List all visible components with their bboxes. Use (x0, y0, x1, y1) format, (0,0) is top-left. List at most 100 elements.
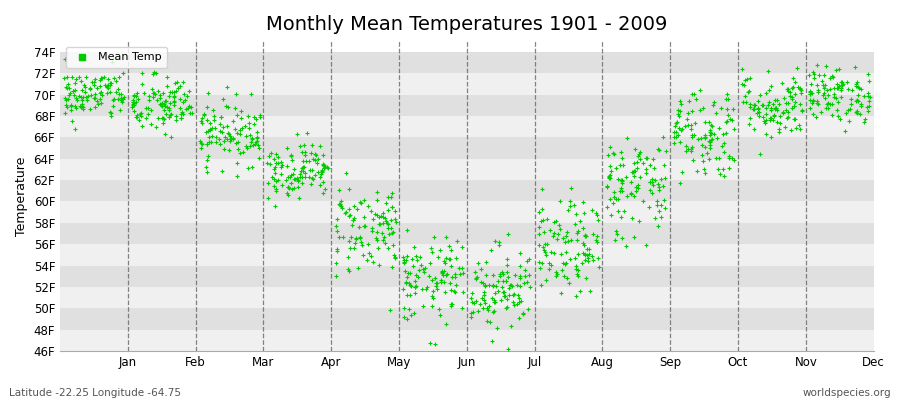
Point (397, 259, 411, 265)
Point (158, 102, 172, 109)
Point (423, 339, 437, 346)
Point (789, 65, 804, 71)
Point (86, 94, 101, 101)
Point (537, 241, 552, 247)
Point (698, 170, 712, 176)
Point (405, 263, 419, 269)
Point (806, 69, 820, 75)
Point (627, 168, 642, 174)
Point (201, 153, 215, 160)
Point (862, 94, 877, 100)
Point (485, 272, 500, 278)
Point (824, 100, 838, 107)
Text: worldspecies.org: worldspecies.org (803, 388, 891, 398)
Point (341, 266, 356, 272)
Point (585, 257, 599, 263)
Point (500, 296, 515, 302)
Point (158, 131, 173, 138)
Point (308, 151, 322, 158)
Point (425, 302, 439, 309)
Point (612, 162, 626, 168)
Point (264, 150, 278, 157)
Point (403, 283, 418, 289)
Point (819, 105, 833, 112)
Point (467, 269, 482, 275)
Point (842, 117, 856, 124)
Point (614, 149, 628, 155)
Point (169, 112, 184, 119)
Point (551, 230, 565, 237)
Point (425, 249, 439, 255)
Point (222, 147, 237, 154)
Point (553, 222, 567, 229)
Point (824, 75, 838, 81)
Point (215, 168, 230, 174)
Point (752, 108, 767, 115)
Point (446, 274, 460, 280)
Point (824, 73, 839, 80)
Point (416, 303, 430, 309)
Point (669, 120, 683, 127)
Point (164, 134, 178, 140)
Point (707, 99, 722, 106)
Point (60, 80, 75, 87)
Point (285, 171, 300, 178)
Point (428, 275, 442, 282)
Point (86, 82, 101, 88)
Point (261, 195, 275, 202)
Point (383, 194, 398, 200)
Point (448, 289, 463, 295)
Point (233, 127, 248, 133)
Point (438, 260, 453, 267)
Point (821, 105, 835, 111)
Point (854, 101, 868, 107)
Point (832, 115, 847, 122)
Point (68, 103, 83, 110)
Point (765, 101, 779, 107)
Point (343, 245, 357, 252)
Point (651, 146, 665, 152)
Point (230, 173, 244, 179)
Point (833, 94, 848, 100)
Point (230, 160, 244, 166)
Point (804, 80, 818, 87)
Point (679, 148, 693, 154)
Point (681, 110, 696, 116)
Point (248, 116, 263, 122)
Point (487, 299, 501, 305)
Point (585, 207, 599, 214)
Point (270, 177, 284, 183)
Point (861, 77, 876, 84)
Point (628, 168, 643, 175)
Point (636, 160, 651, 166)
Point (245, 164, 259, 170)
Point (603, 172, 617, 179)
Point (780, 115, 795, 121)
Point (229, 140, 243, 146)
Point (590, 212, 604, 218)
Point (130, 114, 144, 120)
Point (576, 250, 590, 256)
Point (166, 98, 181, 104)
Point (638, 155, 652, 161)
Point (416, 265, 430, 272)
Point (778, 100, 793, 106)
Point (545, 232, 560, 239)
Point (241, 125, 256, 132)
Point (638, 242, 652, 248)
Point (349, 206, 364, 213)
Point (703, 127, 717, 133)
Point (247, 114, 261, 120)
Point (727, 157, 742, 163)
Point (464, 298, 479, 305)
Point (429, 286, 444, 292)
Point (630, 159, 644, 165)
Point (488, 290, 502, 297)
Point (805, 100, 819, 106)
Point (739, 99, 753, 105)
Point (825, 100, 840, 107)
Point (434, 279, 448, 286)
Point (533, 265, 547, 271)
Point (600, 204, 615, 210)
Point (176, 111, 191, 118)
